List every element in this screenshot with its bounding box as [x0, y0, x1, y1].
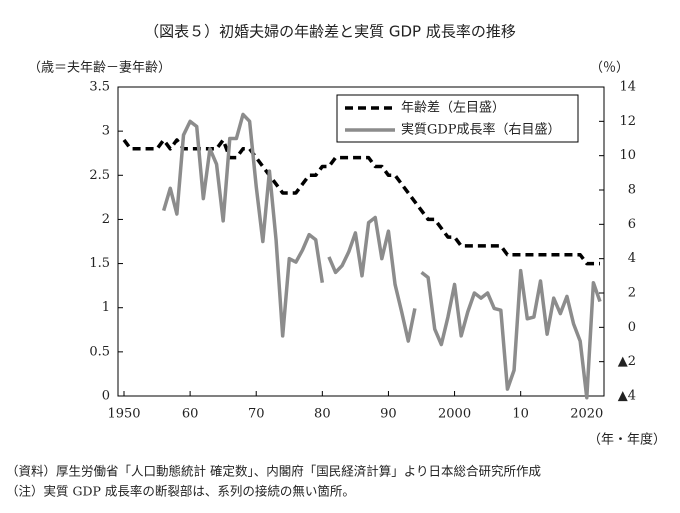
- x-tick-label: 1950: [107, 407, 140, 422]
- x-tick-label: 80: [314, 407, 331, 422]
- legend-box: [336, 94, 579, 143]
- x-tick-label: 2020: [570, 407, 603, 422]
- y-axis-label: （歳＝夫年齢－妻年齢）: [28, 61, 171, 76]
- data-line: [420, 268, 602, 400]
- y-tick-label: 2: [102, 212, 110, 227]
- y-tick-label: 1.5: [89, 256, 110, 271]
- y2-axis-label: （％）: [590, 61, 629, 76]
- x-tick-label: 70: [248, 407, 265, 422]
- legend-label: 実質GDP成長率（右目盛）: [401, 122, 561, 138]
- y-tick-label: 1: [102, 300, 110, 315]
- note: （注）実質 GDP 成長率の断裂部は、系列の接続の無い箇所。: [6, 484, 355, 499]
- x-axis-label: （年・年度）: [588, 432, 666, 448]
- y2-tick-label: 0: [628, 320, 636, 335]
- y-tick-label: 2.5: [89, 168, 110, 183]
- legend-label: 年齢差（左目盛）: [401, 101, 505, 116]
- y2-tick-label: 12: [619, 114, 636, 129]
- data-line: [161, 112, 325, 338]
- x-tick-label: 90: [380, 407, 397, 422]
- x-tick-label: 10: [512, 407, 529, 422]
- y2-tick-label: 14: [619, 80, 636, 95]
- y2-tick-label: ▲4: [618, 389, 636, 404]
- y-tick-label: 3: [102, 124, 110, 139]
- x-tick-label: 2000: [438, 407, 471, 422]
- data-line: [122, 138, 600, 266]
- y-tick-label: 0.5: [89, 344, 110, 359]
- y-tick-label: 3.5: [89, 80, 110, 95]
- y2-tick-label: 2: [628, 286, 636, 301]
- note: （資料）厚生労働省「人口動態統計 確定数」、内閣府「国民経済計算」より日本総合研…: [6, 464, 541, 479]
- y-tick-label: 0: [102, 389, 110, 404]
- chart-title: （図表５）初婚夫婦の年齢差と実質 GDP 成長率の推移: [144, 23, 516, 41]
- y2-tick-label: ▲2: [618, 354, 636, 369]
- plot-frame: [117, 86, 605, 397]
- y2-tick-label: 8: [628, 183, 636, 198]
- data-line: [327, 215, 417, 343]
- y2-tick-label: 6: [628, 217, 636, 232]
- y2-tick-label: 4: [628, 251, 636, 266]
- y2-tick-label: 10: [619, 148, 636, 163]
- x-tick-label: 60: [182, 407, 199, 422]
